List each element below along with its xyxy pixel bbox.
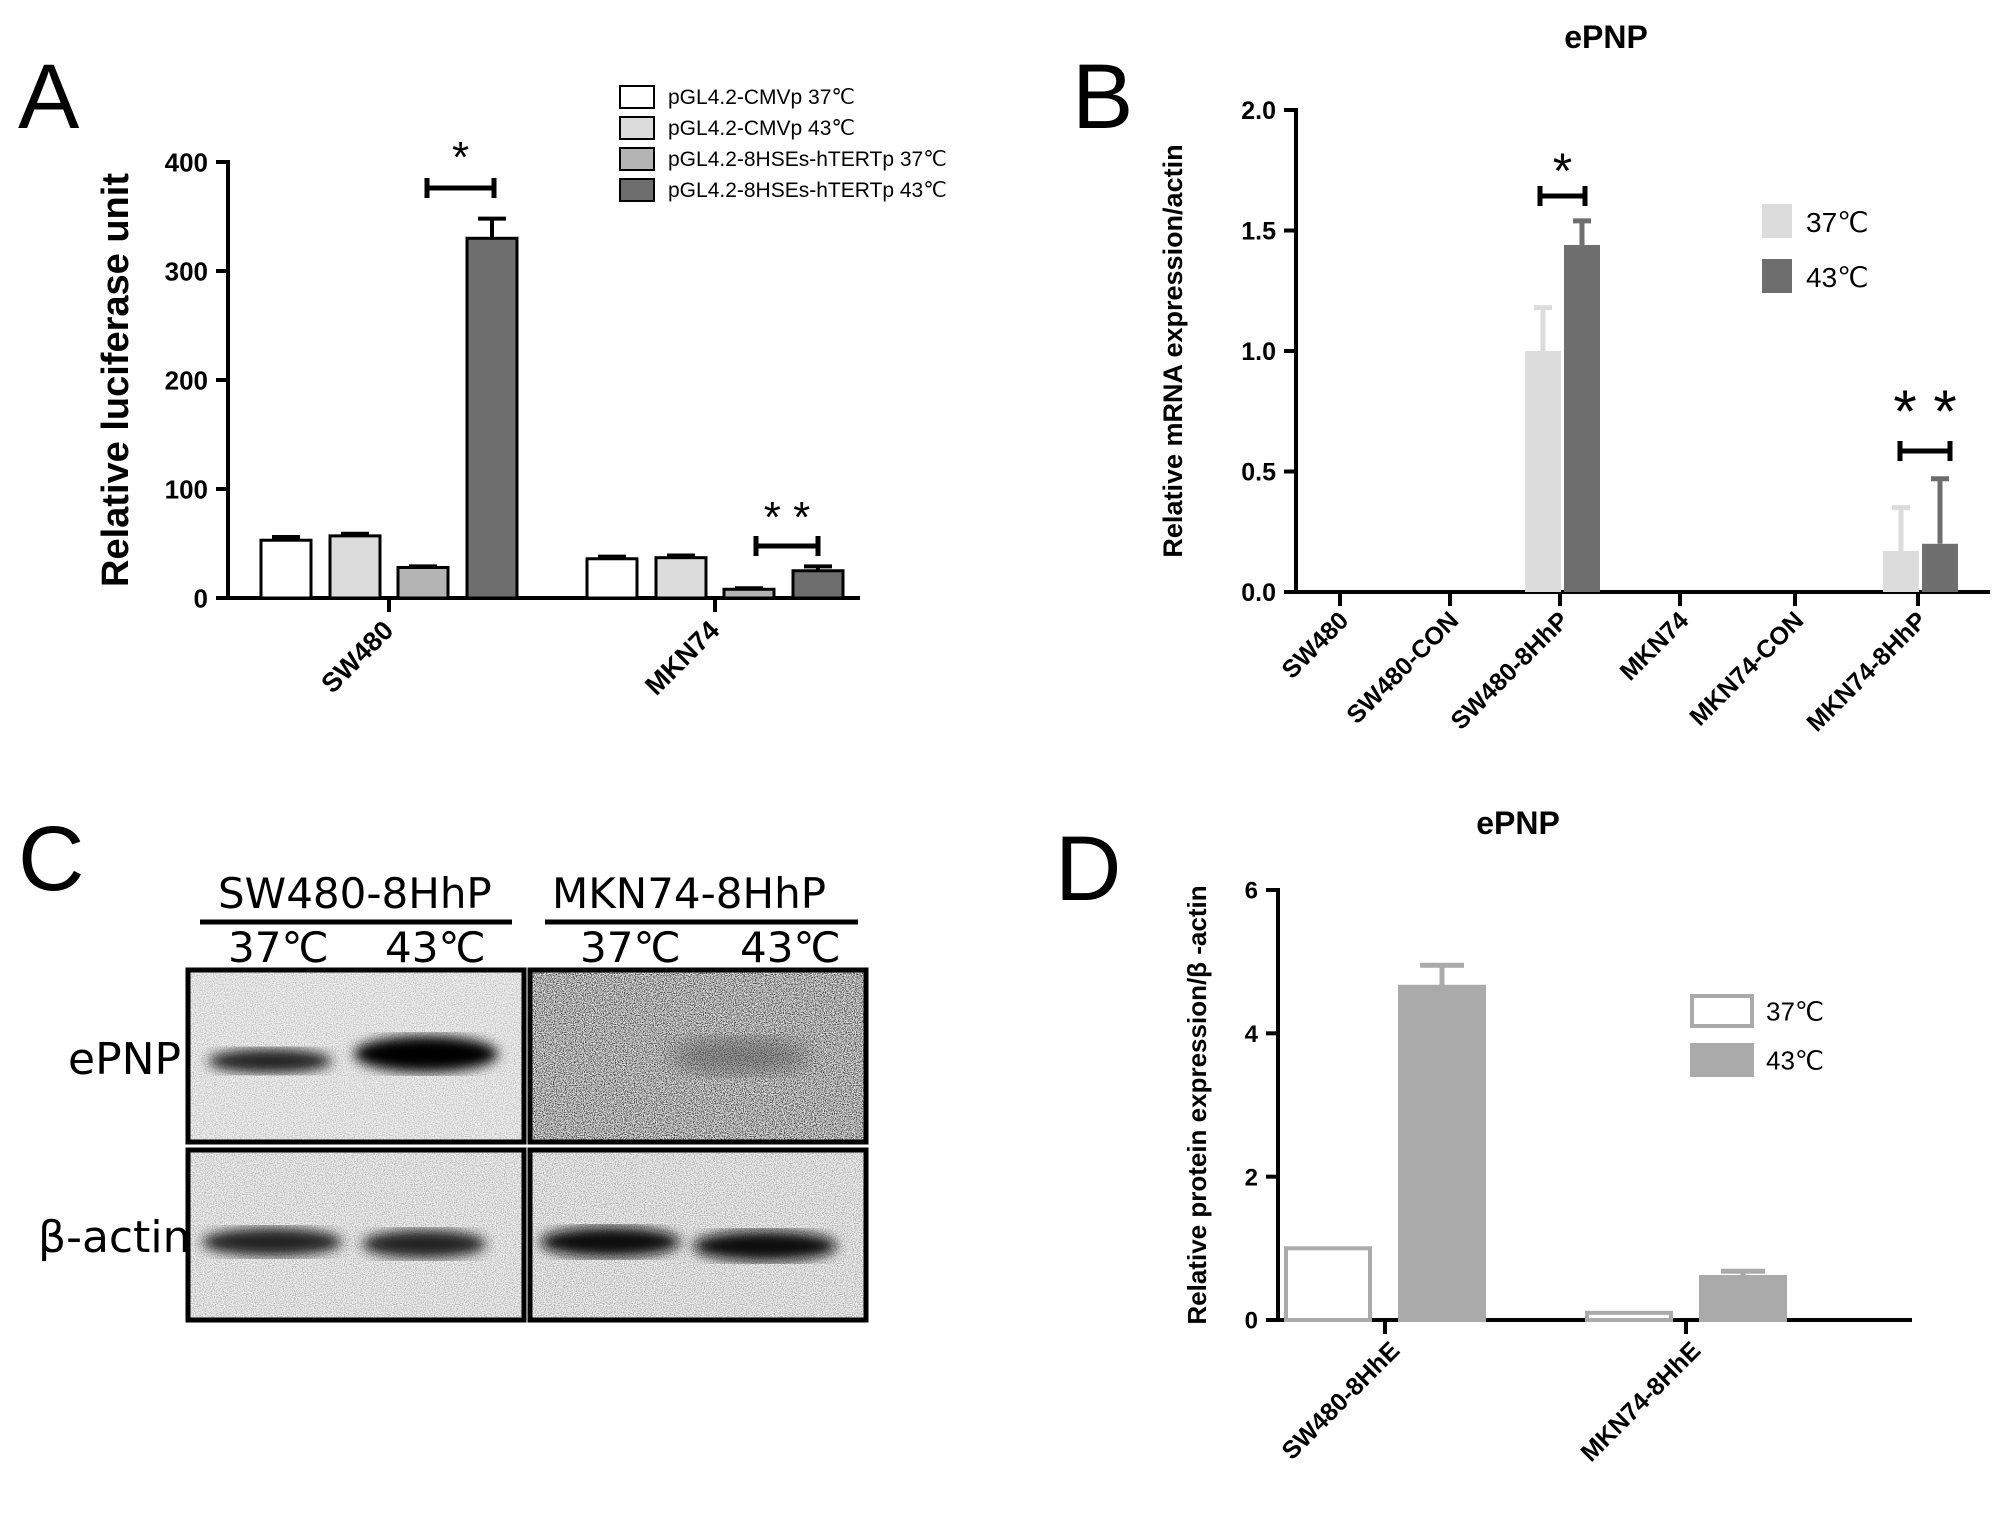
blot-row-label-actin: β-actin: [38, 1212, 190, 1263]
blot-band: [202, 1228, 342, 1256]
blot-temp-label: 43℃: [385, 923, 486, 972]
x-tick-label: MKN74-8HhE: [1575, 1336, 1706, 1467]
bar: [259, 538, 313, 600]
bar: [722, 587, 776, 600]
significance-marker: * *: [1893, 378, 1956, 445]
bar: [1564, 244, 1600, 592]
legend-label: 37℃: [1806, 207, 1869, 238]
blot-temp-label: 37℃: [228, 923, 329, 972]
x-tick-label: MKN74: [1615, 606, 1695, 686]
chart-d: ePNP 0 2 4 6 Relative protein expression/β -a…: [1182, 805, 1912, 1467]
legend-swatch: [1762, 204, 1792, 238]
bar: [1922, 543, 1958, 592]
blot-temp-label: 37℃: [580, 923, 681, 972]
significance-marker: *: [452, 133, 469, 182]
bar: [1883, 551, 1919, 592]
blot-row-label-epnp: ePNP: [68, 1034, 181, 1085]
legend-label: pGL4.2-8HSEs-hTERTp 43℃: [668, 179, 947, 202]
x-tick-label: SW480-CON: [1341, 606, 1464, 729]
legend-label: pGL4.2-8HSEs-hTERTp 37℃: [668, 148, 947, 171]
legend-swatch: [1762, 259, 1792, 293]
blot-band: [670, 1038, 810, 1074]
y-tick-label: 0.0: [1241, 579, 1276, 607]
legend-label: 43℃: [1806, 262, 1869, 293]
y-tick-label: 0.5: [1241, 459, 1276, 487]
x-tick-label: MKN74: [639, 615, 725, 701]
x-tick-label: MKN74-CON: [1684, 606, 1809, 731]
y-tick-label: 0: [194, 583, 208, 613]
y-tick-label: 2.0: [1241, 97, 1276, 125]
legend-label: pGL4.2-CMVp 37℃: [668, 86, 855, 109]
bar: [791, 569, 845, 600]
y-axis-title: Relative protein expression/β -actin: [1182, 885, 1212, 1324]
blot-band: [354, 1036, 498, 1072]
legend-label: 43℃: [1766, 1046, 1824, 1076]
bar: [328, 534, 382, 600]
y-tick-label: 300: [165, 256, 208, 286]
y-tick-label: 100: [165, 474, 208, 504]
legend-swatch: [1690, 994, 1754, 1028]
chart-title: ePNP: [1476, 805, 1560, 841]
y-tick-label: 4: [1245, 1021, 1259, 1048]
y-tick-label: 2: [1245, 1164, 1258, 1191]
blot-band: [540, 1227, 680, 1257]
panel-letter-a: A: [18, 46, 80, 148]
y-axis-title: Relative mRNA expression/actin: [1158, 144, 1188, 557]
legend-swatch: [619, 85, 655, 109]
significance-marker: * *: [764, 493, 810, 542]
y-tick-label: 0: [1245, 1308, 1258, 1335]
panel-letter-b: B: [1072, 46, 1133, 148]
y-tick-label: 400: [165, 147, 208, 177]
blot-band: [362, 1230, 486, 1258]
y-tick-label: 200: [165, 365, 208, 395]
legend-label: pGL4.2-CMVp 43℃: [668, 117, 855, 140]
western-blot: SW480-8HhP MKN74-8HhP 37℃ 43℃ 37℃ 43℃ eP…: [38, 869, 869, 1323]
blot-band: [693, 1231, 837, 1261]
legend-label: 37℃: [1766, 997, 1824, 1027]
bar: [1585, 1310, 1673, 1323]
blot-band: [208, 1049, 332, 1073]
bar: [654, 556, 708, 600]
x-tick-label: SW480: [315, 615, 399, 699]
x-tick-label: SW480-8HhE: [1276, 1336, 1405, 1465]
chart-b: ePNP 0.0 0.5 1.0 1.5 2.0 Relative mRNA express…: [1158, 19, 1990, 737]
y-tick-label: 1.0: [1241, 338, 1276, 366]
legend-swatch: [619, 178, 655, 202]
bar: [465, 236, 519, 600]
bar: [1699, 1275, 1787, 1322]
legend-swatch: [619, 116, 655, 140]
blot-temp-label: 43℃: [740, 923, 841, 972]
chart-title: ePNP: [1564, 19, 1648, 55]
x-tick-label: SW480: [1276, 606, 1354, 684]
legend-swatch: [619, 147, 655, 171]
bar: [1398, 984, 1486, 1322]
x-tick-label: MKN74-8HhP: [1801, 606, 1932, 737]
panel-letter-d: D: [1055, 818, 1121, 920]
y-tick-label: 6: [1245, 878, 1258, 905]
y-tick-label: 1.5: [1241, 218, 1276, 246]
blot-group-label-mkn74: MKN74-8HhP: [552, 869, 826, 918]
blot-group-label-sw480: SW480-8HhP: [218, 869, 492, 918]
legend-swatch: [1690, 1043, 1754, 1077]
bar: [1525, 351, 1561, 592]
y-axis-title: Relative luciferase unit: [95, 173, 137, 587]
bar: [585, 557, 639, 600]
x-tick-label: SW480-8HhP: [1445, 606, 1574, 735]
bar: [1284, 1246, 1372, 1323]
panel-letter-c: C: [18, 808, 84, 910]
chart-a: 0 100 200 300 400 Relative luciferase unit SW4…: [95, 85, 947, 701]
significance-marker: *: [1553, 143, 1572, 199]
bar: [396, 565, 450, 600]
